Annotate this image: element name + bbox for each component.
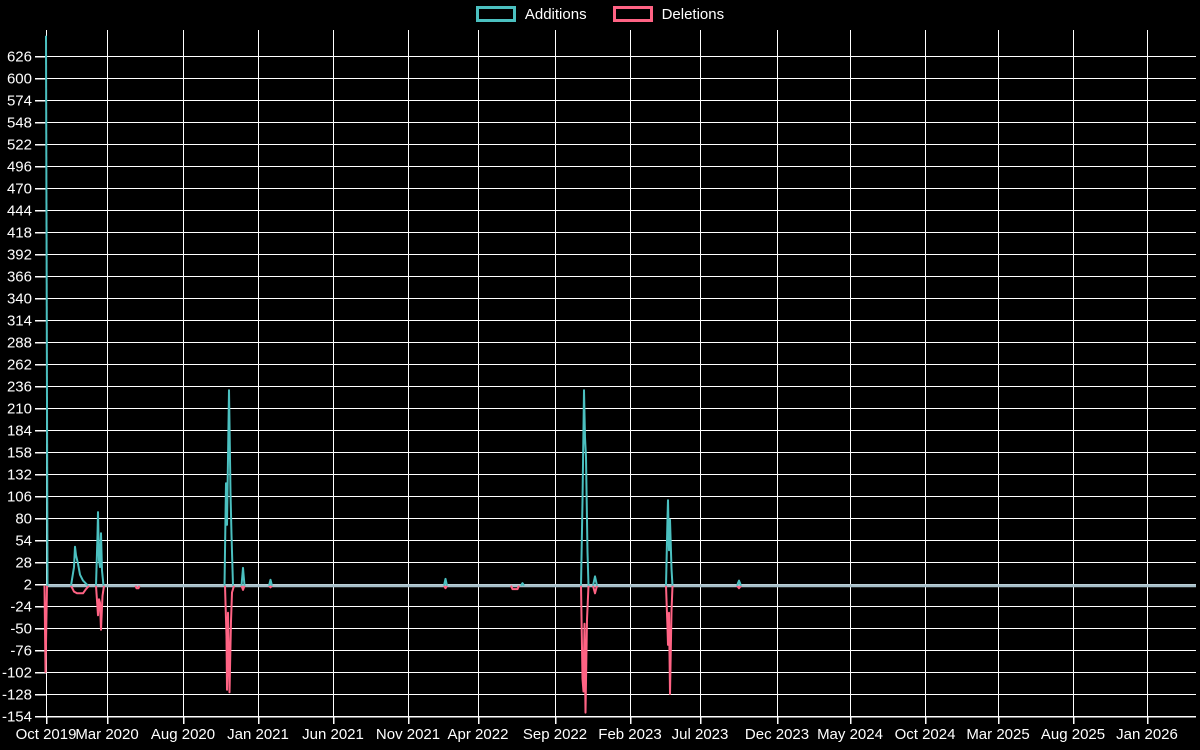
x-tick-label: Jun 2021 (302, 726, 364, 743)
y-tick-label: 522 (7, 137, 32, 154)
deletions-legend-label: Deletions (661, 5, 725, 23)
y-tick-label: 548 (7, 115, 32, 132)
additions-spike (223, 389, 234, 586)
axis-ticks (35, 55, 1149, 724)
x-tick-label: Dec 2023 (745, 726, 809, 743)
additions-spike (520, 582, 525, 587)
legend-item-additions[interactable]: Additions (475, 5, 587, 23)
legend: Additions Deletions (0, 6, 1200, 22)
y-tick-label: -24 (10, 599, 32, 616)
additions-legend-label: Additions (524, 5, 587, 23)
vertical-gridlines (46, 30, 1148, 716)
horizontal-gridlines (46, 56, 1196, 717)
y-tick-label: 288 (7, 335, 32, 352)
deletions-spike (736, 585, 742, 590)
y-tick-label: 626 (7, 49, 32, 66)
y-tick-label: 184 (7, 423, 32, 440)
x-tick-label: Mar 2025 (966, 726, 1029, 743)
y-tick-label: 392 (7, 247, 32, 264)
x-tick-label: Oct 2024 (895, 726, 956, 743)
y-tick-label: -76 (10, 643, 32, 660)
y-tick-label: 28 (15, 555, 32, 572)
x-tick-label: Apr 2022 (448, 726, 509, 743)
y-tick-label: 366 (7, 269, 32, 286)
deletions-spike (240, 585, 246, 591)
x-tick-label: Sep 2022 (523, 726, 587, 743)
x-tick-label: Jan 2026 (1116, 726, 1178, 743)
additions-series-line (45, 35, 742, 587)
x-tick-label: Aug 2020 (151, 726, 215, 743)
deletions-swatch (612, 6, 653, 22)
deletions-spike (70, 585, 90, 595)
y-tick-label: 340 (7, 291, 32, 308)
deletions-series-line (43, 585, 742, 714)
y-tick-label: 80 (15, 511, 32, 528)
additions-swatch (475, 6, 516, 22)
deletions-spike (43, 585, 48, 673)
deletions-spike (592, 585, 598, 595)
deletions-spike (134, 585, 141, 590)
y-tick-label: -128 (2, 687, 32, 704)
y-tick-label: 314 (7, 313, 32, 330)
y-tick-label: 600 (7, 71, 32, 88)
y-tick-label: 210 (7, 401, 32, 418)
x-tick-label: Oct 2019 (16, 726, 77, 743)
deletions-spike (665, 585, 674, 695)
x-tick-label: Jul 2023 (672, 726, 729, 743)
y-tick-label: 2 (24, 577, 32, 594)
deletions-spike (224, 585, 235, 694)
additions-spike (268, 578, 273, 586)
y-tick-label: 106 (7, 489, 32, 506)
additions-spike (95, 511, 105, 586)
deletions-spike (580, 585, 590, 714)
additions-spike (70, 545, 89, 587)
x-tick-label: Jan 2021 (227, 726, 289, 743)
x-tick-label: Aug 2025 (1041, 726, 1105, 743)
x-tick-label: Mar 2020 (75, 726, 138, 743)
y-tick-label: -50 (10, 621, 32, 638)
legend-item-deletions[interactable]: Deletions (612, 5, 725, 23)
x-tick-label: Feb 2023 (598, 726, 661, 743)
additions-spike (736, 579, 742, 587)
y-tick-label: 236 (7, 379, 32, 396)
deletions-spike (510, 585, 520, 591)
y-tick-label: -102 (2, 665, 32, 682)
y-tick-label: 158 (7, 445, 32, 462)
y-tick-label: 574 (7, 93, 32, 110)
x-tick-label: Nov 2021 (376, 726, 440, 743)
y-tick-label: 262 (7, 357, 32, 374)
additions-spike (580, 389, 590, 586)
deletions-spike (95, 585, 105, 631)
y-tick-label: 470 (7, 181, 32, 198)
y-tick-label: 444 (7, 203, 32, 220)
additions-spike (443, 577, 448, 586)
additions-spike (665, 499, 674, 586)
additions-spike (45, 35, 49, 586)
deletions-spike (268, 585, 273, 589)
y-tick-label: 132 (7, 467, 32, 484)
y-tick-label: 496 (7, 159, 32, 176)
y-axis-labels: 626 600 574 548 522 496 470 444 418 392 366 340 314 2… (2, 49, 32, 726)
y-tick-label: 418 (7, 225, 32, 242)
additions-spike (240, 566, 246, 586)
deletions-spike (443, 585, 448, 590)
additions-spike (592, 575, 598, 586)
x-tick-label: May 2024 (817, 726, 883, 743)
y-tick-label: -154 (2, 709, 32, 726)
y-tick-label: 54 (15, 533, 32, 550)
